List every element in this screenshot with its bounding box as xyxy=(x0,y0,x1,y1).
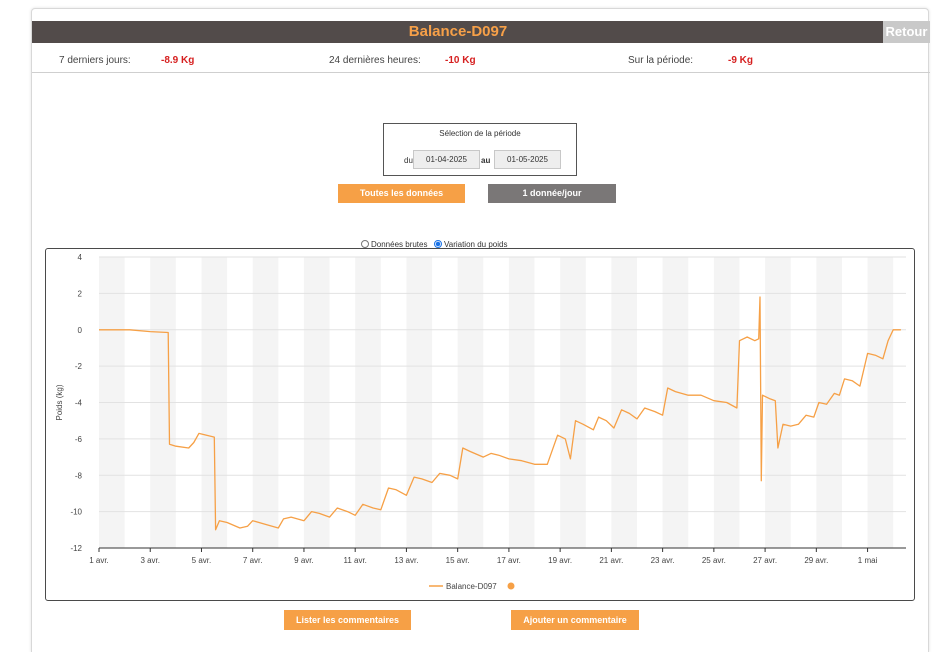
one-per-day-button[interactable]: 1 donnée/jour xyxy=(488,184,616,203)
radio-raw-circle[interactable] xyxy=(361,240,369,248)
period-from-label: du xyxy=(404,156,413,165)
period-selector: Sélection de la période du 01-04-2025 au… xyxy=(383,123,577,176)
stat-value-24h: -10 Kg xyxy=(445,55,476,66)
page-panel: Balance-D097 Retour 7 derniers jours: -8… xyxy=(31,8,930,652)
add-comment-button[interactable]: Ajouter un commentaire xyxy=(511,610,639,630)
y-tick-label: -8 xyxy=(75,471,83,480)
x-tick-label: 29 avr. xyxy=(804,556,828,565)
list-comments-button[interactable]: Lister les commentaires xyxy=(284,610,411,630)
y-tick-label: -2 xyxy=(75,362,83,371)
title-bar: Balance-D097 xyxy=(32,21,884,43)
y-tick-label: 0 xyxy=(78,326,83,335)
x-tick-label: 3 avr. xyxy=(140,556,160,565)
y-axis-label: Poids (kg) xyxy=(55,384,64,420)
x-tick-label: 9 avr. xyxy=(294,556,314,565)
stats-bar: 7 derniers jours: -8.9 Kg 24 dernières h… xyxy=(32,51,930,73)
weight-chart[interactable]: 4 2 0 -2 -4 -6 -8 -10 -12 1 avr. 3 avr. 5 avr. 7 avr… xyxy=(46,249,914,600)
stat-value-period: -9 Kg xyxy=(728,55,753,66)
legend-label: Balance-D097 xyxy=(446,582,497,591)
radio-raw-data[interactable]: Données brutes xyxy=(361,240,427,249)
end-date-input[interactable]: 01-05-2025 xyxy=(494,150,561,169)
radio-variation-circle[interactable] xyxy=(434,240,442,248)
y-tick-label: 2 xyxy=(78,289,83,298)
x-tick-label: 23 avr. xyxy=(651,556,675,565)
back-button[interactable]: Retour xyxy=(883,21,930,43)
radio-variation-label: Variation du poids xyxy=(444,240,508,249)
y-tick-label: -12 xyxy=(70,544,82,553)
y-tick-label: -6 xyxy=(75,435,83,444)
x-tick-label: 19 avr. xyxy=(548,556,572,565)
x-tick-label: 27 avr. xyxy=(753,556,777,565)
stat-label-24h: 24 dernières heures: xyxy=(329,55,421,66)
period-title: Sélection de la période xyxy=(439,129,521,138)
x-tick-label: 17 avr. xyxy=(497,556,521,565)
stat-label-period: Sur la période: xyxy=(628,55,694,66)
x-tick-label: 21 avr. xyxy=(599,556,623,565)
y-tick-label: -4 xyxy=(75,399,83,408)
start-date-input[interactable]: 01-04-2025 xyxy=(413,150,480,169)
chart-container: 4 2 0 -2 -4 -6 -8 -10 -12 1 avr. 3 avr. 5 avr. 7 avr… xyxy=(45,248,915,601)
x-tick-label: 15 avr. xyxy=(446,556,470,565)
x-tick-label: 1 avr. xyxy=(89,556,109,565)
x-tick-label: 5 avr. xyxy=(192,556,212,565)
y-tick-label: 4 xyxy=(78,253,83,262)
x-tick-label: 13 avr. xyxy=(394,556,418,565)
x-tick-label: 11 avr. xyxy=(343,556,366,565)
radio-variation[interactable]: Variation du poids xyxy=(434,240,507,249)
stat-value-7days: -8.9 Kg xyxy=(161,55,195,66)
x-tick-label: 1 mai xyxy=(858,556,878,565)
y-tick-label: -10 xyxy=(70,508,82,517)
stat-label-7days: 7 derniers jours: xyxy=(59,55,131,66)
x-tick-label: 7 avr. xyxy=(243,556,263,565)
legend-marker xyxy=(507,582,515,590)
period-to-label: au xyxy=(481,156,491,165)
radio-raw-label: Données brutes xyxy=(371,240,428,249)
x-tick-label: 25 avr. xyxy=(702,556,726,565)
series-line xyxy=(99,296,901,531)
all-data-button[interactable]: Toutes les données xyxy=(338,184,465,203)
page-title: Balance-D097 xyxy=(408,23,508,40)
